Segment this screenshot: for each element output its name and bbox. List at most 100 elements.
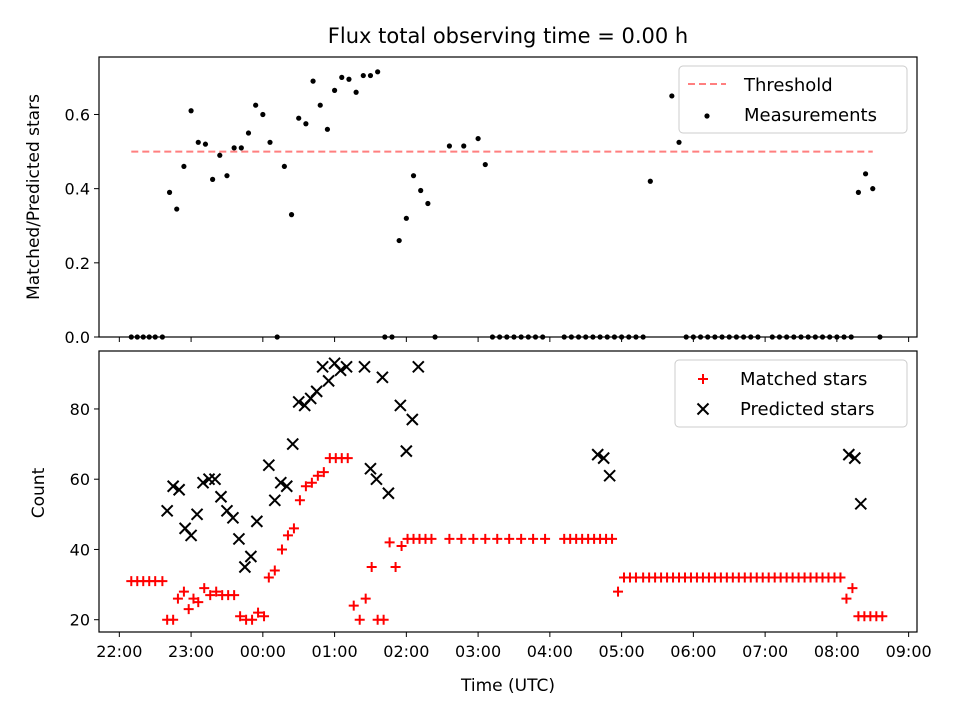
matched-stars-point	[183, 604, 194, 615]
predicted-stars-point	[394, 399, 407, 412]
matched-stars-point	[468, 533, 479, 544]
measurements-point	[346, 76, 352, 82]
matched-stars-point	[269, 565, 280, 576]
top-y-tick-label: 0.0	[65, 328, 90, 347]
bottom-y-tick-label: 60	[70, 470, 90, 489]
matched-stars-point	[396, 540, 407, 551]
measurements-point	[231, 145, 237, 151]
measurements-point	[267, 139, 273, 145]
predicted-stars-point	[842, 448, 856, 461]
matched-stars-point	[613, 586, 624, 597]
predicted-stars-point	[274, 476, 287, 489]
matched-stars-point	[229, 590, 240, 601]
measurements-point	[360, 72, 366, 79]
predicted-stars-point	[603, 469, 616, 482]
measurements-point	[238, 145, 244, 151]
bottom-axes-frame	[98, 350, 918, 633]
predicted-stars-point	[597, 451, 610, 465]
measurements-point	[217, 152, 223, 158]
predicted-stars-point	[238, 560, 252, 574]
matched-stars-point	[235, 611, 246, 622]
top-axes-frame	[98, 56, 918, 338]
matched-stars-point	[378, 614, 389, 625]
measurements-point	[310, 78, 316, 84]
predicted-stars-point	[334, 364, 347, 377]
predicted-stars-point	[358, 360, 371, 374]
predicted-stars-point	[382, 487, 395, 500]
measurements-point	[461, 143, 467, 149]
measurements-point	[281, 163, 287, 170]
predicted-stars-point	[340, 360, 353, 374]
matched-stars-point	[312, 470, 323, 481]
matched-stars-point	[492, 533, 503, 544]
bottom-y-tick-label: 20	[70, 611, 90, 630]
matched-stars-point	[193, 597, 204, 608]
bottom-legend: Matched stars Predicted stars	[674, 359, 908, 428]
flux-ratio-panel: 0.0 0.2 0.4 0.6 Threshold Measurements	[65, 56, 918, 347]
measurements-point	[245, 130, 252, 136]
predicted-stars-point	[292, 395, 305, 409]
matched-stars-point	[384, 537, 395, 548]
matched-stars-point	[540, 533, 551, 544]
measurements-point	[425, 200, 431, 207]
top-legend: Threshold Measurements	[678, 65, 908, 134]
measurements-point	[669, 93, 675, 99]
measurements-point	[331, 87, 338, 93]
matched-stars-point	[841, 593, 852, 604]
measurements-point	[260, 111, 266, 118]
matched-stars-point	[205, 590, 216, 601]
measurements-point	[870, 186, 876, 192]
predicted-stars-point	[280, 480, 293, 493]
bottom-x-tick-label: 04:00	[527, 642, 573, 661]
top-y-tick-label: 0.2	[65, 254, 90, 273]
measurements-point	[324, 126, 331, 132]
bottom-x-tick-label: 07:00	[742, 642, 788, 661]
predicted-stars-point	[412, 360, 425, 374]
predicted-stars-point	[268, 494, 282, 507]
measurements-point	[862, 171, 869, 177]
matched-stars-point	[516, 533, 527, 544]
predicted-stars-point	[244, 550, 258, 563]
bottom-x-tick-label: 23:00	[168, 642, 214, 661]
matched-stars-point	[247, 614, 258, 625]
measurements-point	[195, 139, 201, 145]
legend-measurements-label: Measurements	[744, 105, 877, 126]
measurements-point	[224, 173, 230, 179]
predicted-stars-point	[250, 515, 264, 528]
measurements-point	[288, 212, 295, 218]
predicted-stars-point	[854, 497, 867, 511]
measurements-point	[375, 69, 381, 75]
predicted-stars-point	[364, 462, 377, 475]
matched-stars-point	[288, 523, 299, 534]
predicted-stars-point	[166, 480, 180, 493]
predicted-stars-point	[232, 532, 246, 546]
predicted-stars-point	[196, 476, 210, 489]
measurements-point	[202, 141, 209, 147]
matched-stars-point	[168, 614, 179, 625]
matched-stars-point	[360, 593, 371, 604]
matched-stars-point	[282, 530, 293, 541]
matched-stars-point	[456, 533, 467, 544]
bottom-x-tick-label: 08:00	[814, 642, 860, 661]
matched-stars-point	[199, 583, 210, 594]
bottom-x-tick-label: 03:00	[455, 642, 501, 661]
matched-stars-point	[157, 576, 168, 587]
predicted-stars-point	[184, 529, 198, 542]
top-legend-box	[678, 65, 908, 134]
predicted-stars-point	[214, 490, 228, 503]
bottom-x-tick-label: 06:00	[670, 642, 716, 661]
measurements-point	[410, 173, 417, 179]
bottom-x-tick-label: 09:00	[886, 642, 932, 661]
bottom-legend-box	[674, 359, 908, 428]
top-y-axis-label: Matched/Predicted stars	[24, 94, 44, 300]
measurements-point	[367, 72, 374, 79]
measurements-point	[396, 237, 402, 244]
matched-stars-point	[178, 586, 189, 597]
matched-stars-point	[318, 467, 329, 478]
legend-threshold-label: Threshold	[743, 75, 833, 96]
matched-stars-point	[480, 533, 491, 544]
matched-stars-point	[444, 533, 455, 544]
measurements-point	[855, 189, 862, 195]
matched-stars-point	[211, 586, 222, 597]
